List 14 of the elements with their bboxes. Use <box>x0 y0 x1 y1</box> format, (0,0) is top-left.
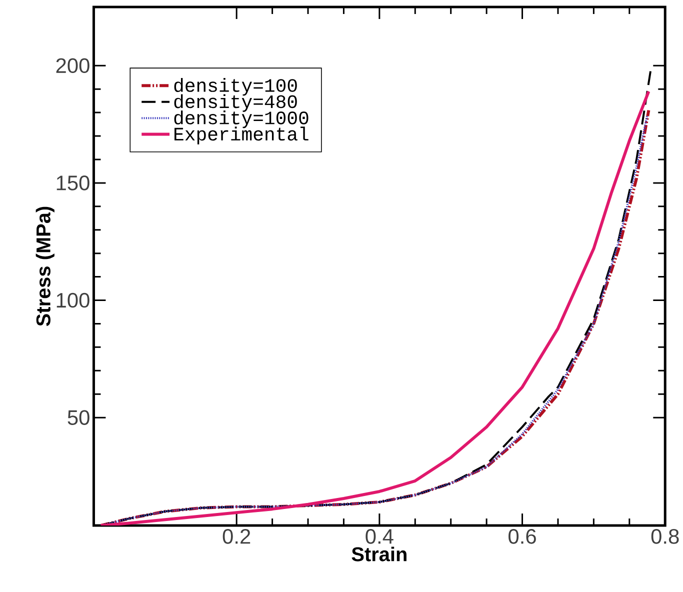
legend-label: density=1000 <box>174 110 308 128</box>
legend-label: density=100 <box>174 78 297 96</box>
y-tick-label: 200 <box>56 58 90 73</box>
y-axis-title: Stress (MPa) <box>36 206 54 326</box>
y-tick-label: 150 <box>56 175 90 190</box>
x-tick-label: 0.2 <box>222 528 250 544</box>
y-tick-label: 100 <box>56 292 90 308</box>
x-tick-label: 0.4 <box>366 528 394 544</box>
x-axis-title: Strain <box>352 546 406 562</box>
legend-label: density=480 <box>174 94 297 112</box>
x-tick-label: 0.8 <box>651 528 679 544</box>
legend-label: Experimental <box>174 126 308 144</box>
x-tick-label: 0.6 <box>508 528 536 544</box>
y-tick-label: 50 <box>68 410 90 425</box>
